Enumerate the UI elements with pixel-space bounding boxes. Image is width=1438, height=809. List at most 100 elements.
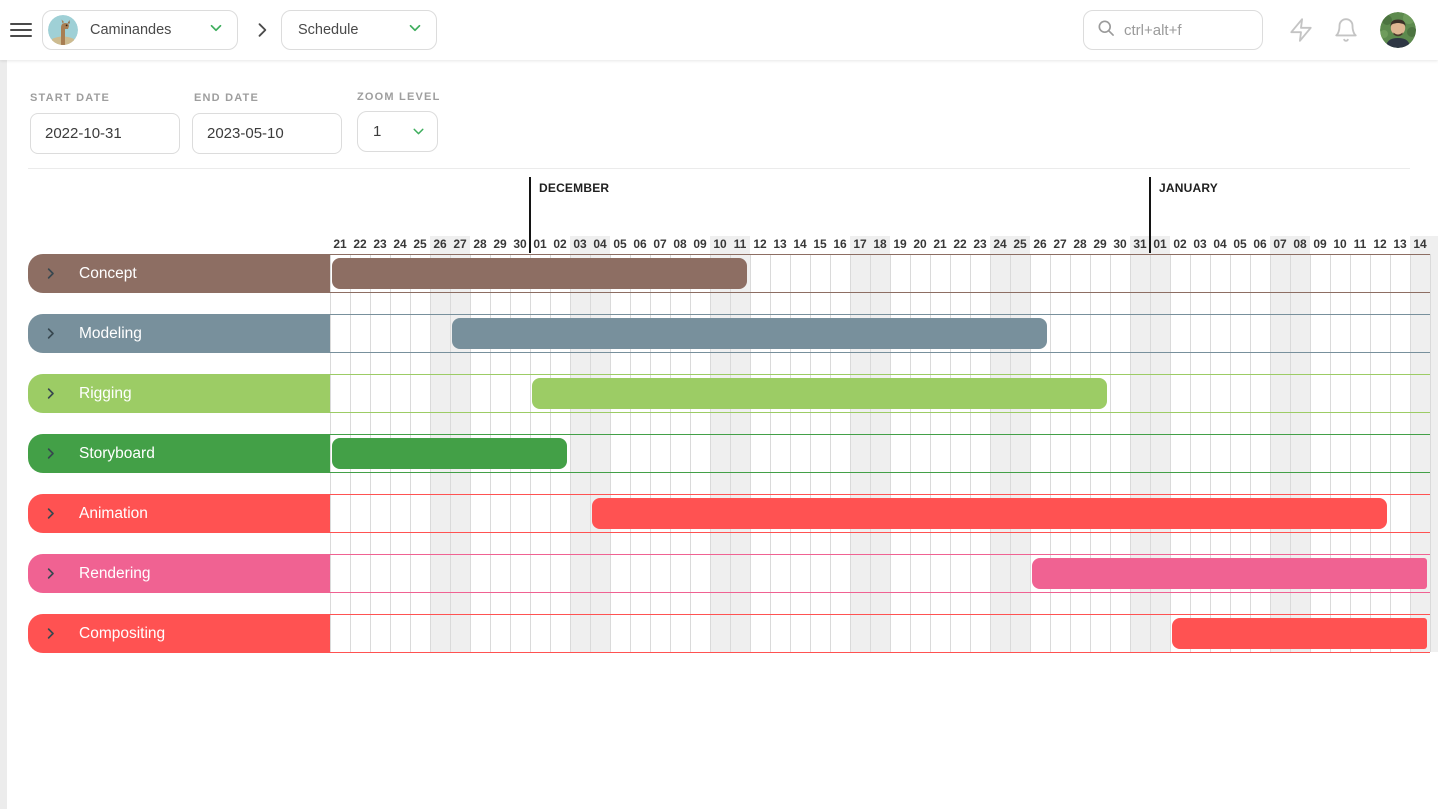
day-number: 05 — [1233, 237, 1247, 251]
search-input[interactable] — [1124, 21, 1244, 39]
day-number: 07 — [1273, 237, 1287, 251]
grid-line — [930, 254, 931, 652]
end-date-input[interactable] — [192, 113, 342, 154]
grid-line — [710, 254, 711, 652]
section-name: Schedule — [298, 22, 359, 38]
month-separator — [529, 177, 531, 253]
row-pill-rendering[interactable]: Rendering — [28, 554, 330, 593]
grid-line — [1410, 254, 1411, 652]
grid-line — [1430, 254, 1431, 652]
gantt-bar-rendering[interactable] — [1032, 558, 1427, 589]
gantt-bar-rigging[interactable] — [532, 378, 1107, 409]
row-band-border-top — [330, 434, 1430, 435]
grid-line — [690, 254, 691, 652]
row-pill-concept[interactable]: Concept — [28, 254, 330, 293]
grid-line — [1370, 254, 1371, 652]
row-pill-storyboard[interactable]: Storyboard — [28, 434, 330, 473]
weekend-column — [1410, 236, 1430, 652]
day-number: 15 — [813, 237, 827, 251]
day-number: 01 — [1153, 237, 1167, 251]
day-number: 28 — [473, 237, 487, 251]
day-number: 31 — [1133, 237, 1147, 251]
chevron-down-icon — [406, 19, 424, 42]
search-box[interactable] — [1083, 10, 1263, 50]
grid-line — [330, 254, 331, 652]
grid-line — [730, 254, 731, 652]
weekend-column — [710, 236, 730, 652]
day-number: 14 — [793, 237, 807, 251]
row-band-border-bottom — [330, 652, 1430, 653]
gantt-bar-storyboard[interactable] — [332, 438, 567, 469]
gantt-bar-animation[interactable] — [592, 498, 1387, 529]
row-pill-rigging[interactable]: Rigging — [28, 374, 330, 413]
project-name: Caminandes — [90, 22, 172, 38]
day-number: 28 — [1073, 237, 1087, 251]
grid-line — [1310, 254, 1311, 652]
left-edge-strip — [0, 60, 7, 809]
weekend-column — [870, 236, 890, 652]
chevron-right-icon — [47, 448, 54, 459]
day-number: 12 — [1373, 237, 1387, 251]
grid-line — [1010, 254, 1011, 652]
day-number: 08 — [673, 237, 687, 251]
gantt-bar-concept[interactable] — [332, 258, 747, 289]
day-number: 26 — [433, 237, 447, 251]
zoom-level-label: ZOOM LEVEL — [357, 91, 441, 103]
menu-icon[interactable] — [10, 23, 32, 37]
grid-line — [770, 254, 771, 652]
row-pill-compositing[interactable]: Compositing — [28, 614, 330, 653]
gantt-bar-compositing[interactable] — [1172, 618, 1427, 649]
day-number: 08 — [1293, 237, 1307, 251]
weekend-column — [1270, 236, 1290, 652]
month-separator — [1149, 177, 1151, 253]
start-date-input[interactable] — [30, 113, 180, 154]
day-number: 26 — [1033, 237, 1047, 251]
weekend-column — [1290, 236, 1310, 652]
grid-line — [1190, 254, 1191, 652]
project-selector[interactable]: Caminandes — [42, 10, 238, 50]
day-number: 24 — [393, 237, 407, 251]
day-number: 23 — [373, 237, 387, 251]
row-label: Modeling — [79, 324, 142, 342]
grid-line — [1170, 254, 1171, 652]
day-number: 24 — [993, 237, 1007, 251]
row-label: Concept — [79, 264, 137, 282]
weekend-column — [1010, 236, 1030, 652]
day-number: 21 — [933, 237, 947, 251]
weekend-column — [1430, 236, 1438, 652]
grid-line — [1270, 254, 1271, 652]
grid-line — [950, 254, 951, 652]
row-pill-modeling[interactable]: Modeling — [28, 314, 330, 353]
day-number: 09 — [1313, 237, 1327, 251]
day-number: 12 — [753, 237, 767, 251]
topbar: Caminandes Schedule — [0, 0, 1438, 60]
weekend-column — [1130, 236, 1150, 652]
section-selector[interactable]: Schedule — [281, 10, 437, 50]
day-number: 02 — [1173, 237, 1187, 251]
row-label: Storyboard — [79, 444, 155, 462]
day-number: 01 — [533, 237, 547, 251]
chevron-right-icon — [47, 388, 54, 399]
day-number: 02 — [553, 237, 567, 251]
day-number: 13 — [773, 237, 787, 251]
grid-line — [1230, 254, 1231, 652]
gantt-bar-modeling[interactable] — [452, 318, 1047, 349]
gantt: DECEMBER JANUARY 21 22 23 24 25 26 27 28 29 30 01 02 0… — [0, 175, 1438, 670]
day-number: 04 — [593, 237, 607, 251]
row-band-border-bottom — [330, 412, 1430, 413]
zoom-level-select[interactable]: 1 — [357, 111, 438, 152]
grid-line — [970, 254, 971, 652]
day-number: 10 — [713, 237, 727, 251]
grid-line — [590, 254, 591, 652]
grid-line — [1090, 254, 1091, 652]
grid-line — [810, 254, 811, 652]
user-avatar[interactable] — [1380, 12, 1416, 48]
day-number: 07 — [653, 237, 667, 251]
row-pill-animation[interactable]: Animation — [28, 494, 330, 533]
row-band-border-top — [330, 314, 1430, 315]
zap-icon[interactable] — [1288, 17, 1314, 43]
grid-line — [910, 254, 911, 652]
day-number: 30 — [1113, 237, 1127, 251]
grid-line — [1330, 254, 1331, 652]
bell-icon[interactable] — [1333, 17, 1359, 43]
